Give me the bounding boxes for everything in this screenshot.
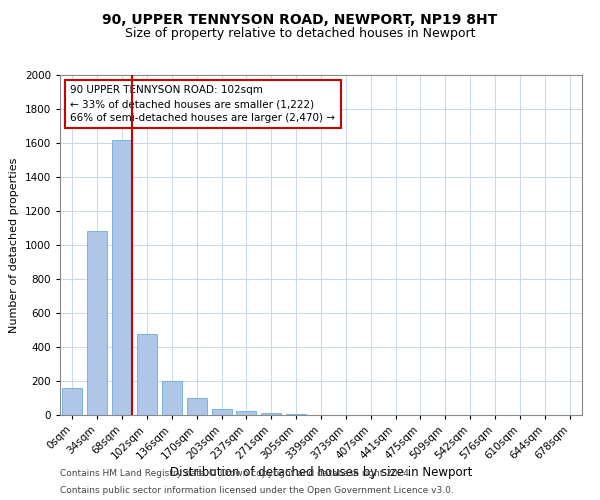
Bar: [112, 140, 132, 415]
Text: 90 UPPER TENNYSON ROAD: 102sqm
← 33% of detached houses are smaller (1,222)
66% : 90 UPPER TENNYSON ROAD: 102sqm ← 33% of …: [70, 85, 335, 123]
Bar: [187, 398, 206, 415]
Bar: [88, 232, 107, 415]
Bar: [62, 388, 82, 415]
Text: Contains HM Land Registry data © Crown copyright and database right 2024.: Contains HM Land Registry data © Crown c…: [60, 468, 412, 477]
Text: Contains public sector information licensed under the Open Government Licence v3: Contains public sector information licen…: [60, 486, 454, 495]
Bar: [137, 334, 157, 415]
Bar: [212, 409, 232, 415]
Bar: [236, 412, 256, 415]
Text: 90, UPPER TENNYSON ROAD, NEWPORT, NP19 8HT: 90, UPPER TENNYSON ROAD, NEWPORT, NP19 8…: [103, 12, 497, 26]
Bar: [286, 414, 306, 415]
Bar: [162, 381, 182, 415]
Y-axis label: Number of detached properties: Number of detached properties: [9, 158, 19, 332]
Text: Size of property relative to detached houses in Newport: Size of property relative to detached ho…: [125, 28, 475, 40]
Bar: [262, 414, 281, 415]
X-axis label: Distribution of detached houses by size in Newport: Distribution of detached houses by size …: [170, 466, 472, 479]
